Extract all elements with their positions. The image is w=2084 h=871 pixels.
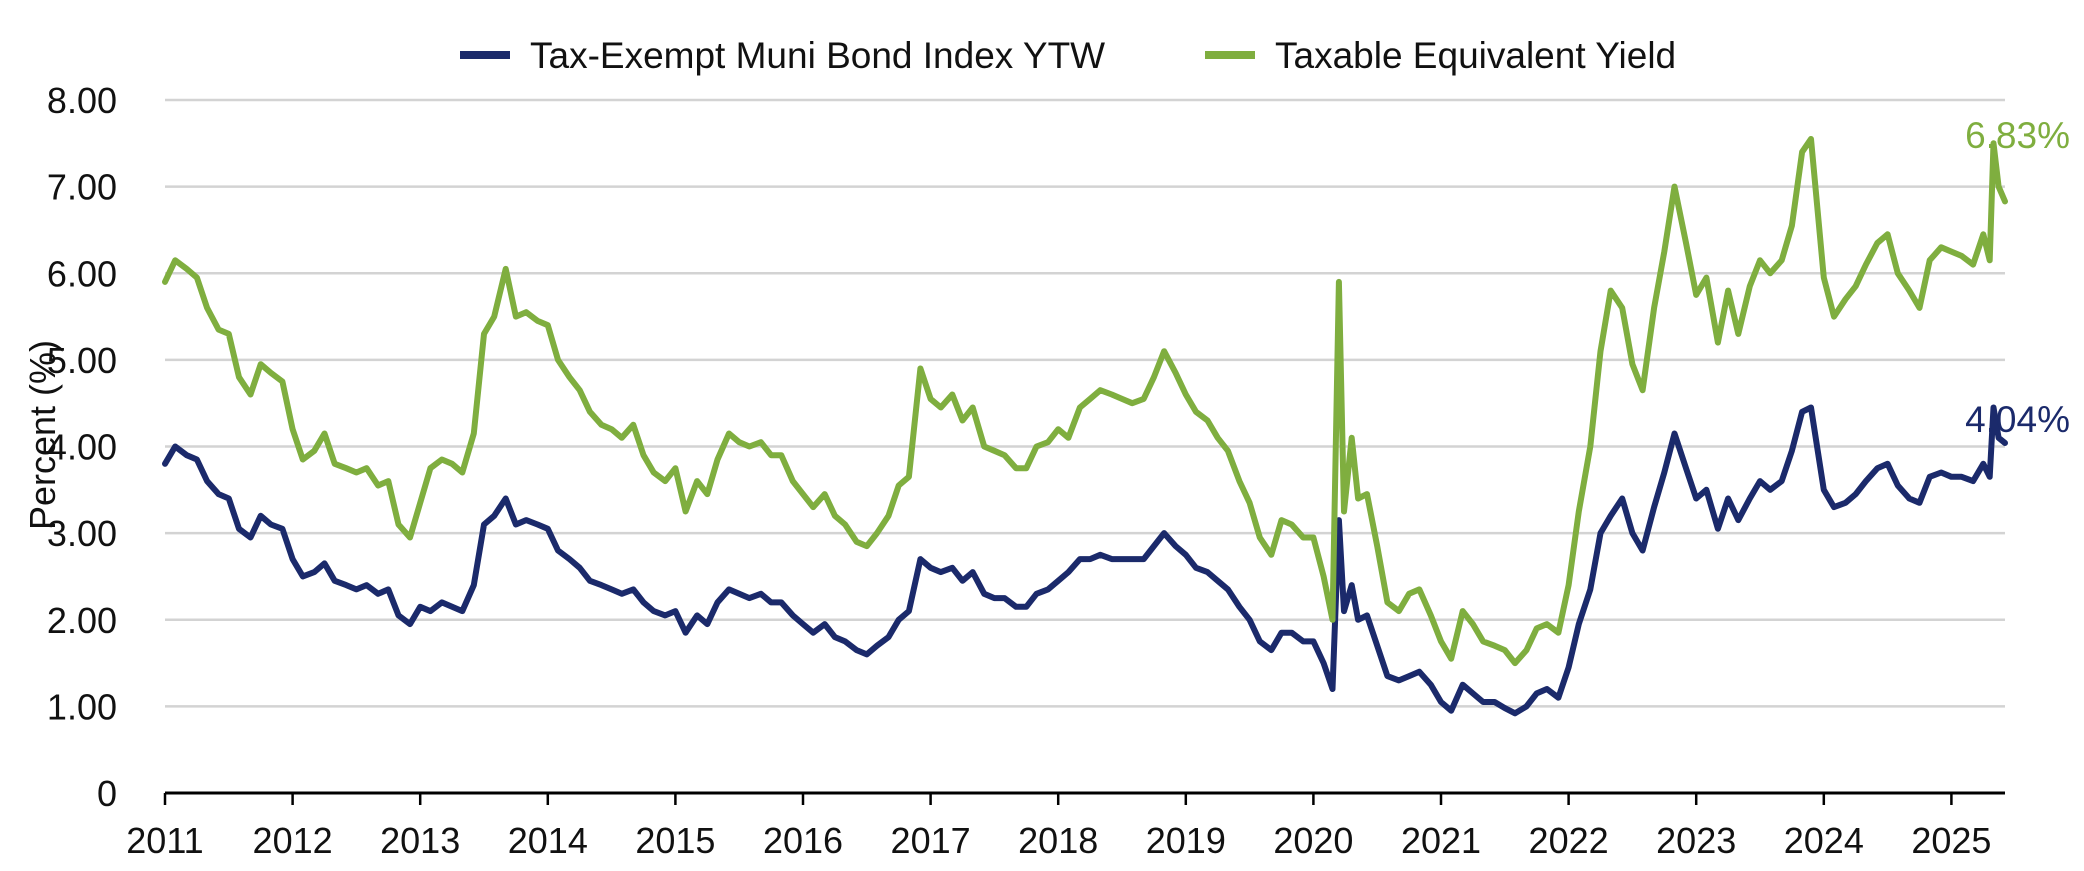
end-value-label: 6.83% (1965, 115, 2070, 156)
x-tick-label: 2014 (508, 820, 588, 861)
x-tick-label: 2012 (253, 820, 333, 861)
y-tick-label: 4.00 (47, 427, 117, 468)
x-tick-label: 2017 (891, 820, 971, 861)
x-tick-label: 2023 (1656, 820, 1736, 861)
x-tick-label: 2022 (1529, 820, 1609, 861)
x-tick-label: 2024 (1784, 820, 1864, 861)
legend-label: Tax-Exempt Muni Bond Index YTW (530, 35, 1105, 76)
end-labels: 4.04% 6.83% (1965, 115, 2070, 440)
x-tick-label: 2018 (1018, 820, 1098, 861)
y-tick-label: 3.00 (47, 513, 117, 554)
y-tick-label: 5.00 (47, 340, 117, 381)
x-tick-label: 2015 (635, 820, 715, 861)
x-tick-label: 2021 (1401, 820, 1481, 861)
y-tick-label: 6.00 (47, 253, 117, 294)
x-axis: 2011 2012 2013 2014 2015 2016 2017 2018 2019 2020… (126, 791, 2005, 861)
y-tick-label: 1.00 (47, 686, 117, 727)
chart-legend: Tax-Exempt Muni Bond Index YTW Taxable Eq… (460, 35, 1676, 76)
series-line-1 (162, 404, 2008, 717)
y-tick-label: 8.00 (47, 80, 117, 121)
series-line-2 (162, 136, 2008, 667)
series-lines (162, 136, 2008, 717)
y-tick-label: 0 (97, 773, 117, 814)
x-tick-label: 2011 (126, 820, 203, 861)
y-tick-label: 2.00 (47, 600, 117, 641)
end-value-label: 4.04% (1965, 399, 2070, 440)
x-tick-label: 2025 (1911, 820, 1991, 861)
y-axis-title: Percent (%) (22, 340, 63, 530)
legend-label: Taxable Equivalent Yield (1275, 35, 1676, 76)
y-tick-label: 7.00 (47, 167, 117, 208)
x-tick-label: 2013 (380, 820, 460, 861)
x-tick-label: 2019 (1146, 820, 1226, 861)
y-axis-ticks: 0 1.00 2.00 3.00 4.00 5.00 6.00 7.00 8.00 (47, 80, 117, 814)
x-tick-label: 2016 (763, 820, 843, 861)
x-tick-label: 2020 (1273, 820, 1353, 861)
